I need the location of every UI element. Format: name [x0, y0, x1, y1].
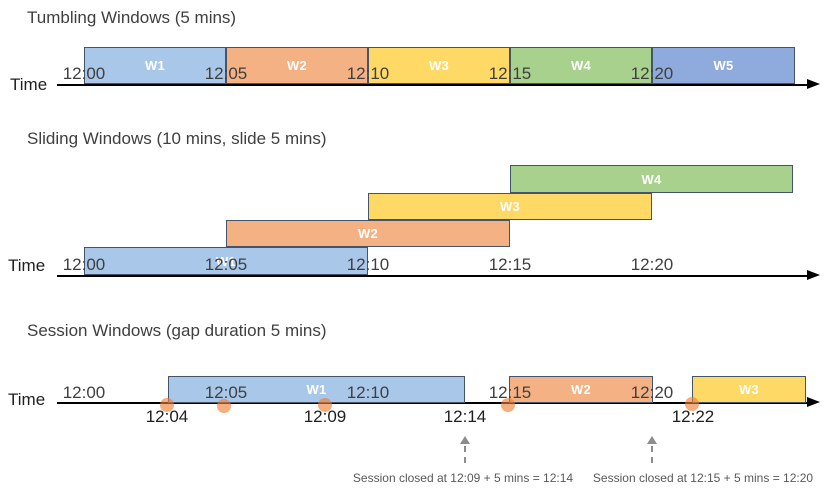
tick-label: 12:15 — [488, 64, 532, 83]
tick-label: 12:15 — [488, 255, 532, 274]
tick-label: 12:00 — [62, 383, 106, 402]
event-dot-icon — [501, 398, 515, 412]
tumbling-time-axis-arrow — [57, 79, 820, 89]
tumbling-window-w1: W1 — [84, 47, 226, 84]
session-closed-annotation-2: Session closed at 12:15 + 5 mins = 12:20 — [592, 471, 814, 485]
up-arrow-icon — [647, 436, 657, 444]
sliding-window-w4: W4 — [510, 165, 793, 193]
sliding-time-axis-label: Time — [8, 256, 46, 275]
tick-label: 12:05 — [204, 255, 248, 274]
window-label: W5 — [713, 58, 734, 73]
tumbling-window-w4: W4 — [510, 47, 652, 84]
window-label: W1 — [306, 382, 327, 397]
event-time-label: 12:22 — [671, 407, 715, 426]
event-dot-icon — [318, 398, 332, 412]
tick-label: 12:10 — [346, 64, 390, 83]
event-dot-icon — [160, 398, 174, 412]
window-label: W3 — [738, 382, 760, 397]
tick-label: 12:05 — [204, 383, 248, 402]
tick-label: 12:10 — [346, 383, 390, 402]
tick-label: 12:00 — [62, 64, 106, 83]
window-label: W2 — [286, 58, 308, 73]
sliding-window-w3: W3 — [368, 193, 652, 220]
window-label: W2 — [357, 226, 379, 241]
session-window-w2: W2 — [509, 376, 653, 403]
sliding-window-w1: W1 — [84, 247, 368, 275]
window-label: W3 — [499, 199, 521, 214]
sliding-window-w2: W2 — [226, 220, 510, 247]
tick-label: 12:20 — [630, 383, 674, 402]
tick-label: 12:05 — [204, 64, 248, 83]
event-dot-icon — [685, 397, 699, 411]
window-label: W4 — [570, 58, 592, 73]
event-time-label: 12:09 — [303, 407, 347, 426]
session-section-title: Session Windows (gap duration 5 mins) — [27, 321, 327, 340]
tick-label: 12:20 — [630, 255, 674, 274]
window-label: W3 — [428, 58, 450, 73]
event-time-label: 12:14 — [443, 407, 487, 426]
tumbling-window-w5: W5 — [652, 47, 795, 84]
tick-label: 12:20 — [630, 64, 674, 83]
window-label: W1 — [144, 58, 166, 73]
tick-label: 12:15 — [488, 383, 532, 402]
window-label: W2 — [570, 382, 592, 397]
session-window-w3: W3 — [692, 376, 806, 403]
tumbling-window-w2: W2 — [226, 47, 368, 84]
window-label: W1 — [215, 253, 237, 269]
tumbling-section-title: Tumbling Windows (5 mins) — [27, 8, 237, 27]
event-dot-icon — [217, 399, 231, 413]
session-time-axis-label: Time — [8, 390, 46, 409]
session-closed-annotation-1: Session closed at 12:09 + 5 mins = 12:14 — [352, 471, 574, 485]
event-time-label: 12:04 — [145, 407, 189, 426]
annotation-arrow-line — [651, 446, 653, 463]
tumbling-window-w3: W3 — [368, 47, 510, 84]
session-window-w1: W1 — [168, 376, 465, 403]
window-label: W4 — [641, 171, 662, 187]
sliding-time-axis-arrow — [57, 270, 820, 280]
tumbling-time-axis-label: Time — [10, 75, 48, 94]
tick-label: 12:10 — [346, 255, 390, 274]
tick-label: 12:00 — [62, 255, 106, 274]
session-time-axis-arrow — [57, 397, 820, 407]
annotation-arrow-line — [464, 446, 466, 463]
sliding-section-title: Sliding Windows (10 mins, slide 5 mins) — [27, 129, 327, 148]
up-arrow-icon — [460, 436, 470, 444]
